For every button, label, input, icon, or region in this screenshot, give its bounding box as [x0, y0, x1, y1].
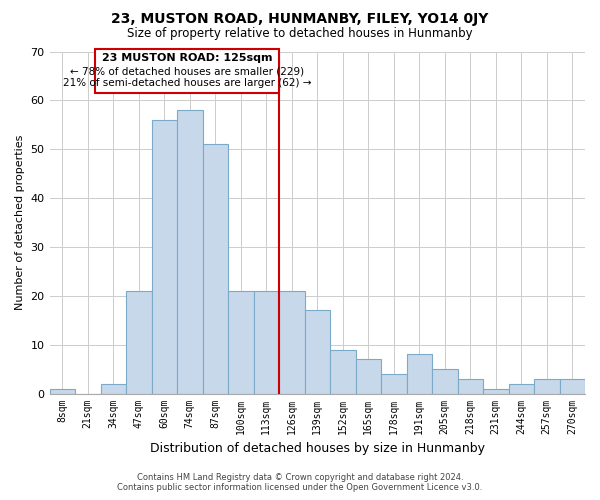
Bar [560, 379, 585, 394]
Bar [483, 388, 509, 394]
Bar [50, 388, 75, 394]
Bar [152, 120, 177, 394]
Text: 21% of semi-detached houses are larger (62) →: 21% of semi-detached houses are larger (… [63, 78, 311, 88]
X-axis label: Distribution of detached houses by size in Hunmanby: Distribution of detached houses by size … [150, 442, 485, 455]
Bar [330, 350, 356, 394]
Bar [407, 354, 432, 394]
Bar [381, 374, 407, 394]
Bar [509, 384, 534, 394]
Bar [126, 291, 152, 394]
Bar [228, 291, 254, 394]
Bar [305, 310, 330, 394]
Bar [101, 384, 126, 394]
Bar [356, 360, 381, 394]
Text: 23, MUSTON ROAD, HUNMANBY, FILEY, YO14 0JY: 23, MUSTON ROAD, HUNMANBY, FILEY, YO14 0… [112, 12, 488, 26]
Bar [279, 291, 305, 394]
Bar [254, 291, 279, 394]
Bar [534, 379, 560, 394]
Text: Contains HM Land Registry data © Crown copyright and database right 2024.
Contai: Contains HM Land Registry data © Crown c… [118, 473, 482, 492]
Text: Size of property relative to detached houses in Hunmanby: Size of property relative to detached ho… [127, 28, 473, 40]
Bar [177, 110, 203, 394]
Bar [458, 379, 483, 394]
Bar [203, 144, 228, 394]
Bar [432, 369, 458, 394]
Y-axis label: Number of detached properties: Number of detached properties [15, 135, 25, 310]
Bar [95, 49, 279, 93]
Text: 23 MUSTON ROAD: 125sqm: 23 MUSTON ROAD: 125sqm [102, 53, 272, 63]
Text: ← 78% of detached houses are smaller (229): ← 78% of detached houses are smaller (22… [70, 66, 304, 76]
